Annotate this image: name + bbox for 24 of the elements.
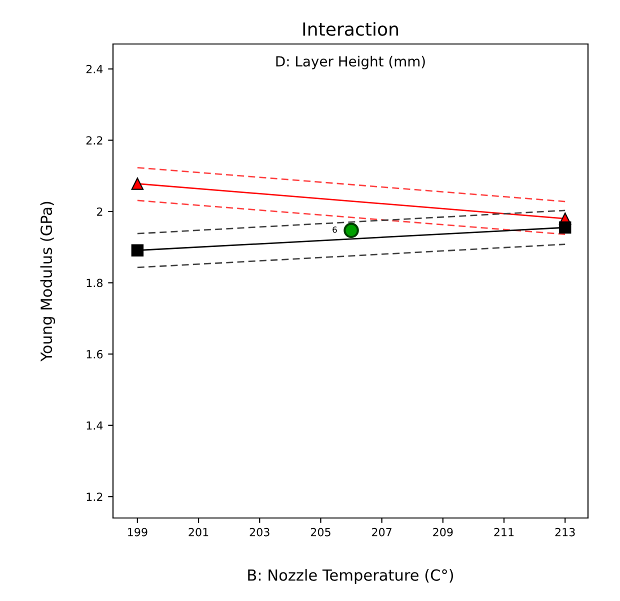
x-tick-label: 199	[128, 528, 148, 536]
x-tick-label: 211	[494, 528, 514, 536]
x-tick-label: 201	[188, 528, 208, 536]
chart-title: Interaction	[303, 22, 398, 36]
x-axis-title: B: Nozzle Temperature (C°)	[248, 569, 454, 584]
y-tick-label: 2.2	[86, 136, 102, 144]
y-tick-label: 2.4	[86, 64, 103, 74]
point	[131, 244, 144, 256]
y-tick-label: 1.4	[86, 421, 103, 430]
point	[131, 178, 144, 190]
x-tick-label: 213	[555, 528, 575, 536]
point	[558, 221, 572, 234]
y-tick-label: 2	[97, 207, 102, 216]
x-tick-label: 203	[250, 528, 270, 536]
y-tick-label: 1.2	[86, 492, 102, 501]
annotation: 6	[332, 226, 337, 233]
point	[344, 222, 359, 238]
text: D: Layer Height (mm)	[276, 56, 425, 70]
x-tick-label: 207	[372, 528, 392, 536]
x-tick-label: 205	[310, 528, 330, 536]
y-tick-label: 1.8	[86, 278, 103, 288]
y-tick-label: 1.6	[86, 350, 103, 358]
x-tick-label: 209	[433, 528, 453, 536]
y-axis-title: Young Modulus (GPa)	[40, 202, 56, 362]
